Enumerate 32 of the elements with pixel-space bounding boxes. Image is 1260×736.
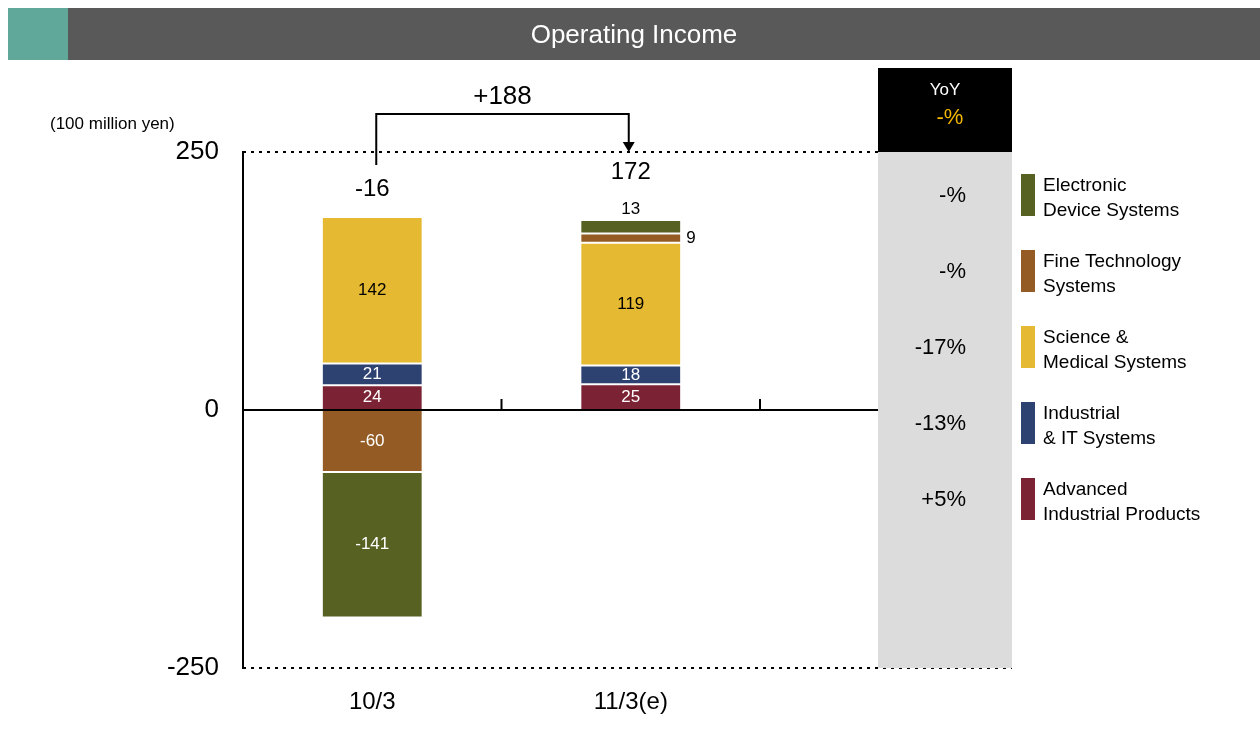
chart-title: Operating Income — [530, 19, 738, 49]
data-label: 9 — [686, 227, 696, 247]
annotation: 172 — [610, 156, 651, 184]
text: +188 — [473, 80, 532, 110]
legend-label: Advanced Industrial Products — [1043, 477, 1201, 526]
text: -13% — [913, 410, 966, 436]
data-label: 142 — [358, 279, 387, 299]
data-label: 119 — [617, 293, 645, 313]
text: -% — [938, 182, 966, 208]
text: YoY — [928, 80, 962, 100]
legend-label: Industrial & IT Systems — [1043, 401, 1156, 450]
legend-label: Science & Medical Systems — [1043, 325, 1187, 374]
data-label: -141 — [355, 534, 390, 554]
x-tick-label: 11/3(e) — [593, 687, 668, 715]
data-label: 24 — [362, 387, 382, 407]
data-label: 18 — [621, 364, 641, 384]
data-label: 25 — [621, 386, 641, 406]
y-axis-title: (100 million yen) — [50, 114, 175, 134]
text: +5% — [920, 486, 966, 512]
y-tick-label: -250 — [166, 651, 219, 682]
text: -% — [938, 258, 966, 284]
x-tick-label: 10/3 — [348, 687, 396, 715]
annotation: -16 — [354, 173, 390, 201]
text: -17% — [913, 334, 966, 360]
data-label: 21 — [362, 364, 382, 384]
data-label: 13 — [621, 199, 641, 219]
y-tick-label: 0 — [204, 393, 219, 424]
y-tick-label: 250 — [175, 135, 219, 166]
text: -% — [935, 104, 965, 130]
legend-label: Fine Technology Systems — [1043, 249, 1182, 298]
data-label: -60 — [359, 430, 385, 450]
legend-label: Electronic Device Systems — [1043, 173, 1180, 222]
